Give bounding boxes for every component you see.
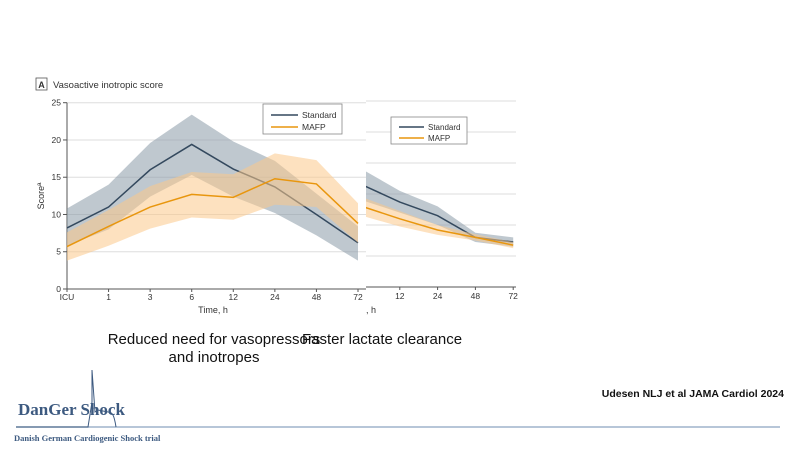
x-tick-label: 72	[353, 292, 363, 302]
series-group	[366, 171, 514, 249]
y-tick-label: 0	[56, 284, 61, 294]
x-tick-label: 24	[433, 291, 443, 301]
chart-title: Vasoactive inotropic score	[53, 80, 163, 91]
x-tick-label: 3	[148, 292, 153, 302]
x-tick-label: ICU	[60, 292, 75, 302]
panel-label: A	[38, 80, 45, 90]
x-tick-label: 6	[189, 292, 194, 302]
x-tick-label: 24	[270, 292, 280, 302]
x-tick-label: 48	[312, 292, 322, 302]
panel-label-box	[35, 77, 48, 91]
x-tick-label: 48	[471, 291, 481, 301]
x-tick-label: 12	[395, 291, 405, 301]
x-tick-label: 12	[229, 292, 239, 302]
y-tick-label: 5	[56, 247, 61, 257]
ci-band-mafp	[366, 198, 514, 249]
legend-label-standard: Standard	[302, 110, 337, 120]
logo-subtitle: Danish German Cardiogenic Shock trial	[14, 433, 161, 443]
legend-label-mafp: MAFP	[302, 122, 326, 132]
y-tick-label: 25	[52, 98, 62, 108]
logo-text: DanGer Shock	[18, 400, 125, 419]
y-tick-label: 15	[52, 172, 62, 182]
y-tick-label: 20	[52, 135, 62, 145]
x-axis-label-partial: , h	[366, 305, 376, 315]
ci-band-standard	[366, 171, 514, 247]
legend: Standard MAFP	[390, 116, 468, 145]
caption-left: Reduced need for vasopressors and inotro…	[107, 331, 321, 366]
legend-label-standard: Standard	[428, 123, 460, 132]
series-line-mafp	[366, 206, 514, 246]
series-line-mafp	[66, 177, 359, 248]
x-tick-label: 72	[508, 291, 518, 301]
legend-label-mafp: MAFP	[428, 134, 450, 143]
y-tick-label: 10	[52, 209, 62, 219]
citation: Udesen NLJ et al JAMA Cardiol 2024	[601, 388, 784, 400]
x-tick-label: 1	[106, 292, 111, 302]
y-axis-label: Scoreª	[36, 182, 46, 210]
series-line-standard	[66, 143, 359, 244]
legend: Standard MAFP	[262, 103, 343, 135]
x-axis-label: Time, h	[198, 305, 228, 315]
caption-right: Faster lactate clearance	[301, 331, 463, 348]
